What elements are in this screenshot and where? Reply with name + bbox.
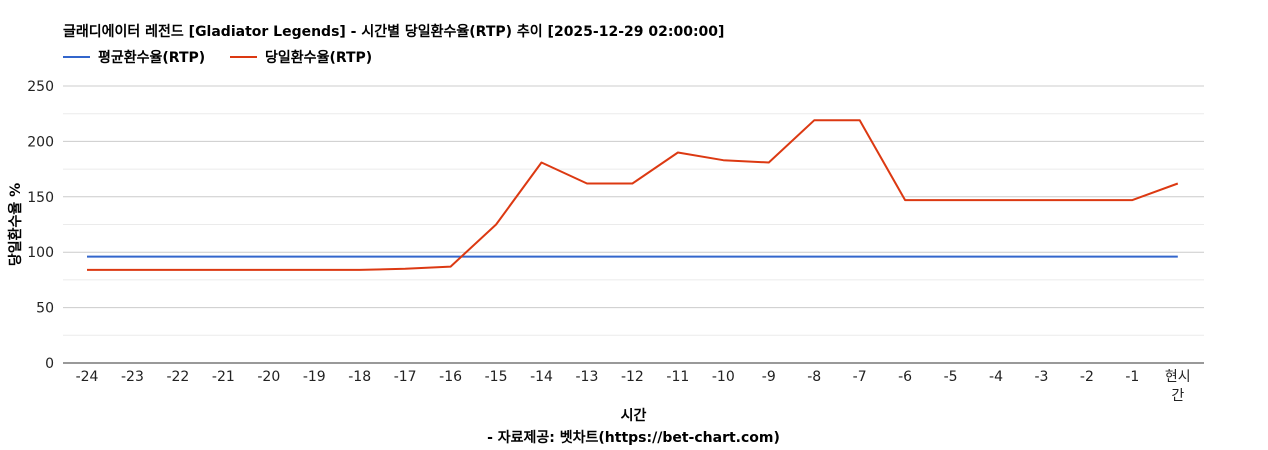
source-credit: - 자료제공: 벳차트(https://bet-chart.com) (487, 429, 780, 446)
legend-item-average-rtp[interactable]: 평균환수율(RTP) (63, 47, 205, 67)
y-tick-label: 200 (27, 134, 54, 150)
y-tick-label: 50 (36, 301, 54, 317)
x-tick-label: -5 (944, 369, 958, 385)
x-tick-label: -2 (1080, 369, 1094, 385)
x-tick-label: -19 (303, 369, 326, 385)
y-tick-label: 150 (27, 190, 54, 206)
x-tick-label: -21 (212, 369, 235, 385)
legend-item-daily-rtp[interactable]: 당일환수율(RTP) (230, 47, 372, 67)
x-tick-label: -10 (712, 369, 735, 385)
y-axis-title: 당일환수율 % (7, 183, 24, 266)
x-axis-ticks: -24 -23 -22 -21 -20 -19 -18 -17 -16 -15 -14 -13 -12 -… (76, 369, 1191, 404)
x-tick-label: -4 (989, 369, 1003, 385)
gridlines (63, 85, 1204, 336)
legend-label-daily-rtp: 당일환수율(RTP) (265, 50, 373, 66)
x-tick-label: -13 (576, 369, 599, 385)
y-axis-ticks: 0 50 100 150 200 250 (27, 79, 54, 372)
x-tick-label: -7 (853, 369, 867, 385)
x-tick-label: -17 (394, 369, 417, 385)
x-axis-title: 시간 (621, 407, 647, 424)
y-tick-label: 100 (27, 245, 54, 261)
y-tick-label: 0 (45, 356, 54, 372)
y-tick-label: 250 (27, 79, 54, 95)
x-tick-label: -6 (898, 369, 912, 385)
x-tick-label: -24 (76, 369, 99, 385)
x-tick-label: -20 (257, 369, 280, 385)
x-tick-label: -15 (485, 369, 508, 385)
series-lines (87, 119, 1179, 271)
legend-swatch-daily-rtp (230, 56, 258, 58)
chart-title: 글래디에이터 레전드 [Gladiator Legends] - 시간별 당일환… (63, 24, 725, 40)
x-tick-label: -18 (348, 369, 371, 385)
x-tick-label: -16 (439, 369, 462, 385)
series-line-daily-rtp (87, 119, 1179, 271)
x-tick-label: -8 (807, 369, 821, 385)
x-tick-label: -22 (166, 369, 189, 385)
x-tick-label: -1 (1125, 369, 1139, 385)
x-tick-label: 현시 간 (1165, 369, 1191, 404)
legend-label-average-rtp: 평균환수율(RTP) (98, 50, 206, 66)
x-tick-label: -11 (666, 369, 689, 385)
x-tick-label: -14 (530, 369, 553, 385)
x-tick-label: -3 (1034, 369, 1048, 385)
x-tick-label: -9 (762, 369, 776, 385)
legend: 평균환수율(RTP) 당일환수율(RTP) (63, 46, 392, 67)
legend-swatch-average-rtp (63, 56, 90, 58)
x-tick-label: -23 (121, 369, 144, 385)
x-tick-label: -12 (621, 369, 644, 385)
